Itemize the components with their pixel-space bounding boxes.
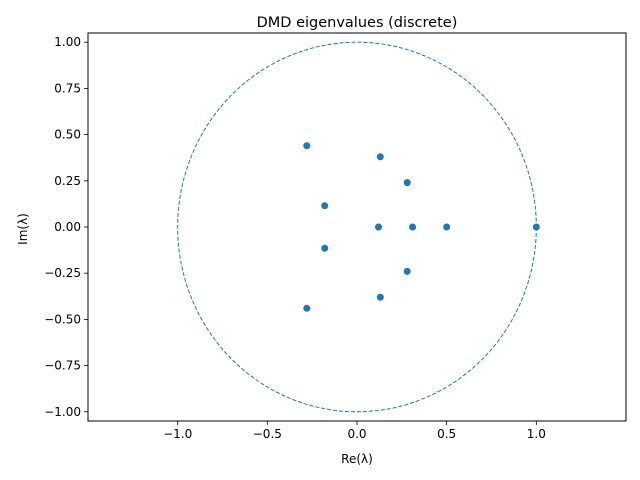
eigenvalue-point-9 — [321, 202, 329, 210]
y-tick-label: −0.75 — [44, 359, 81, 373]
eigenvalue-point-6 — [403, 267, 411, 275]
x-axis-ticks: −1.0 −0.5 0.0 0.5 1.0 — [163, 421, 546, 441]
y-tick-label: 0.75 — [54, 81, 81, 95]
y-tick-label: −1.00 — [44, 405, 81, 419]
eigenvalue-point-1 — [532, 223, 540, 231]
eigenvalue-point-11 — [303, 142, 311, 150]
y-tick-label: 0.50 — [54, 128, 81, 142]
x-tick-label: 1.0 — [527, 427, 546, 441]
eigenvalue-point-8 — [376, 293, 384, 301]
y-axis-ticks: −1.00 −0.75 −0.50 −0.25 0.00 0.25 0.50 0.75 1.00 — [44, 35, 88, 419]
eigenvalue-point-4 — [375, 223, 383, 231]
eigenvalue-point-2 — [443, 223, 451, 231]
x-tick-label: −0.5 — [253, 427, 282, 441]
x-axis-title: Re(λ) — [341, 452, 373, 466]
y-axis-title: Im(λ) — [16, 213, 30, 245]
x-tick-label: 0.0 — [347, 427, 366, 441]
y-tick-label: 0.00 — [54, 220, 81, 234]
y-tick-label: 0.25 — [54, 174, 81, 188]
eigenvalue-point-10 — [321, 244, 329, 252]
plot-area — [177, 41, 540, 413]
y-tick-label: −0.50 — [44, 312, 81, 326]
y-tick-label: 1.00 — [54, 35, 81, 49]
eigenvalue-point-12 — [303, 304, 311, 312]
eigenvalue-point-3 — [409, 223, 417, 231]
chart-title: DMD eigenvalues (discrete) — [257, 15, 458, 31]
y-tick-label: −0.25 — [44, 266, 81, 280]
eigenvalue-point-7 — [376, 153, 384, 161]
eigenvalue-point-5 — [403, 179, 411, 187]
x-tick-label: 0.5 — [437, 427, 456, 441]
x-tick-label: −1.0 — [163, 427, 192, 441]
